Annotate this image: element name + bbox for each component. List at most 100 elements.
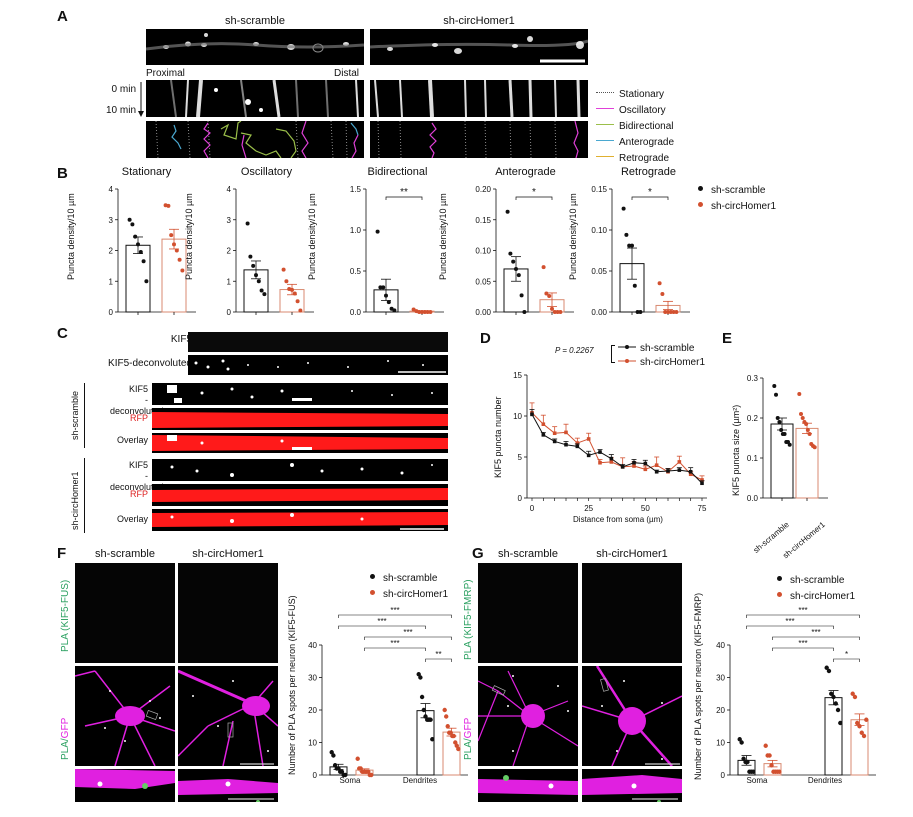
pla-text: PLA/ (60, 738, 71, 760)
distal-label: Distal (334, 68, 360, 79)
svg-text:10: 10 (716, 739, 725, 748)
chart-B-anterograde: 0.00 0.05 0.10 0.15 0.20 * (475, 185, 574, 317)
svg-text:0: 0 (721, 771, 726, 780)
panel-b-legend: sh-scramble sh-circHomer1 (698, 180, 776, 212)
svg-text:***: *** (798, 639, 807, 648)
legend-item-circhomer: sh-circHomer1 (698, 196, 776, 212)
legend-item-circhomer: sh-circHomer1 (370, 584, 448, 600)
legend-item-scramble: sh-scramble (777, 570, 855, 586)
svg-text:0.15: 0.15 (591, 185, 607, 194)
time-start-label: 0 min (111, 84, 136, 95)
b-ylabel-5: Puncta density/10 µm (568, 193, 578, 280)
chart-title: Anterograde (495, 166, 556, 178)
svg-text:20: 20 (308, 706, 317, 715)
ylabel-text: Number of PLA spots per neuron (KIF5-FUS… (287, 595, 297, 775)
f-gfp-scramble-image (75, 666, 175, 766)
svg-text:30: 30 (716, 674, 725, 683)
label-line: -deconvoluted (110, 395, 164, 416)
svg-text:3: 3 (109, 216, 114, 225)
svg-text:4: 4 (227, 185, 232, 194)
label-line: KIF5 (128, 384, 148, 394)
g-col-title-scramble: sh-scramble (498, 548, 558, 560)
f-row1-label: PLA (KIF5-FUS) (60, 579, 71, 652)
c-kif5-deconv-image (188, 355, 448, 375)
c-row-kif5-deconv: KIF5-deconvoluted (108, 358, 192, 369)
c-circhomer-kif5-image (152, 459, 448, 481)
e-ylabel: KIF5 puncta size (µm²) (731, 404, 741, 496)
svg-text:1: 1 (227, 277, 232, 286)
label-line: KIF5 (128, 460, 148, 470)
legend-label: sh-scramble (383, 573, 438, 584)
chart-b-stationary: Stationary (64, 166, 184, 178)
chart-b-oscillatory: Oscillatory (184, 166, 304, 178)
f-col-title-circhomer: sh-circHomer1 (192, 548, 264, 560)
svg-text:40: 40 (716, 641, 725, 650)
c-row-label-rfp-2: RFP (130, 489, 148, 499)
panel-d-label: D (480, 330, 491, 347)
svg-text:*: * (532, 187, 536, 198)
pla-text: PLA/ (463, 738, 474, 760)
c-scramble-overlay-image (152, 433, 448, 453)
d-pvalue: P = 0.2267 (555, 346, 594, 355)
svg-text:1.5: 1.5 (350, 185, 362, 194)
legend-label: Anterograde (619, 137, 675, 148)
circhomer-dot-icon (698, 202, 703, 208)
chart-B-stationary: 0 1 2 3 4 (109, 185, 196, 317)
kymograph-scramble (146, 80, 364, 117)
panel-a-title-circhomer: sh-circHomer1 (443, 15, 515, 27)
c-group-label-scramble: sh-scramble (70, 390, 80, 440)
scramble-line-icon (618, 344, 636, 349)
svg-text:0.20: 0.20 (475, 185, 491, 194)
retrograde-swatch-icon (596, 156, 614, 158)
proximal-label: Proximal (146, 68, 185, 79)
svg-text:2: 2 (227, 247, 232, 256)
circhomer-line-icon (618, 358, 636, 363)
panel-c-label: C (57, 325, 68, 342)
chart-D: 0 5 10 15 0 25 50 75 (513, 371, 707, 513)
f-zoom-scramble-image (75, 769, 175, 802)
legend-item-anterograde: Anterograde (596, 132, 674, 148)
chart-B-oscillatory: 0 1 2 3 4 (227, 185, 314, 317)
svg-text:0.05: 0.05 (475, 277, 491, 286)
legend-label: sh-scramble (711, 185, 766, 196)
chart-title: Stationary (121, 166, 172, 178)
svg-text:*: * (845, 650, 848, 659)
f-xtick-soma: Soma (339, 776, 361, 785)
f-col-title-scramble: sh-scramble (95, 548, 155, 560)
g-row1-label: PLA (KIF5-FMRP) (463, 579, 474, 660)
svg-text:***: *** (785, 617, 794, 626)
scramble-dot-icon (370, 574, 375, 580)
g-row2-label: PLA/GFP (463, 718, 474, 760)
d-ylabel: KIF5 puncta number (493, 396, 503, 478)
c-row-label-kif5-deconv: KIF5 -deconvoluted (110, 384, 164, 417)
circhomer-dot-icon (777, 592, 782, 598)
panel-a-dendrite-image-circhomer (370, 29, 588, 65)
legend-label: Stationary (619, 89, 665, 100)
svg-text:0.2: 0.2 (747, 414, 759, 423)
svg-text:0.00: 0.00 (475, 308, 491, 317)
panel-a-label: A (57, 8, 68, 25)
chart-title: Retrograde (620, 166, 677, 178)
gfp-text: GFP (60, 717, 71, 739)
legend-label: sh-scramble (790, 575, 845, 586)
g-pla-circhomer-image (582, 563, 682, 663)
panel-g-label: G (472, 545, 484, 562)
f-zoom-circhomer-image (178, 769, 278, 802)
chart-B-retrograde: 0.00 0.05 0.10 0.15 * (591, 185, 690, 317)
legend-item-circhomer: sh-circHomer1 (777, 586, 855, 602)
svg-text:0.15: 0.15 (475, 216, 491, 225)
chart-title: Bidirectional (367, 166, 428, 178)
kymograph-trace-scramble (146, 121, 364, 158)
g-zoom-circhomer-image (582, 769, 682, 802)
c-group-bracket-circhomer (84, 458, 85, 533)
anterograde-swatch-icon (596, 140, 614, 142)
svg-text:0.05: 0.05 (591, 267, 607, 276)
panel-g-legend: sh-scramble sh-circHomer1 (777, 570, 855, 602)
c-row-label-rfp: RFP (130, 413, 148, 423)
c-row-kif5: KIF5 (170, 334, 192, 345)
svg-text:2: 2 (109, 247, 114, 256)
svg-text:10: 10 (513, 412, 522, 421)
legend-item-scramble: sh-scramble (370, 568, 448, 584)
chart-b-bidirectional: Bidirectional (310, 166, 430, 178)
